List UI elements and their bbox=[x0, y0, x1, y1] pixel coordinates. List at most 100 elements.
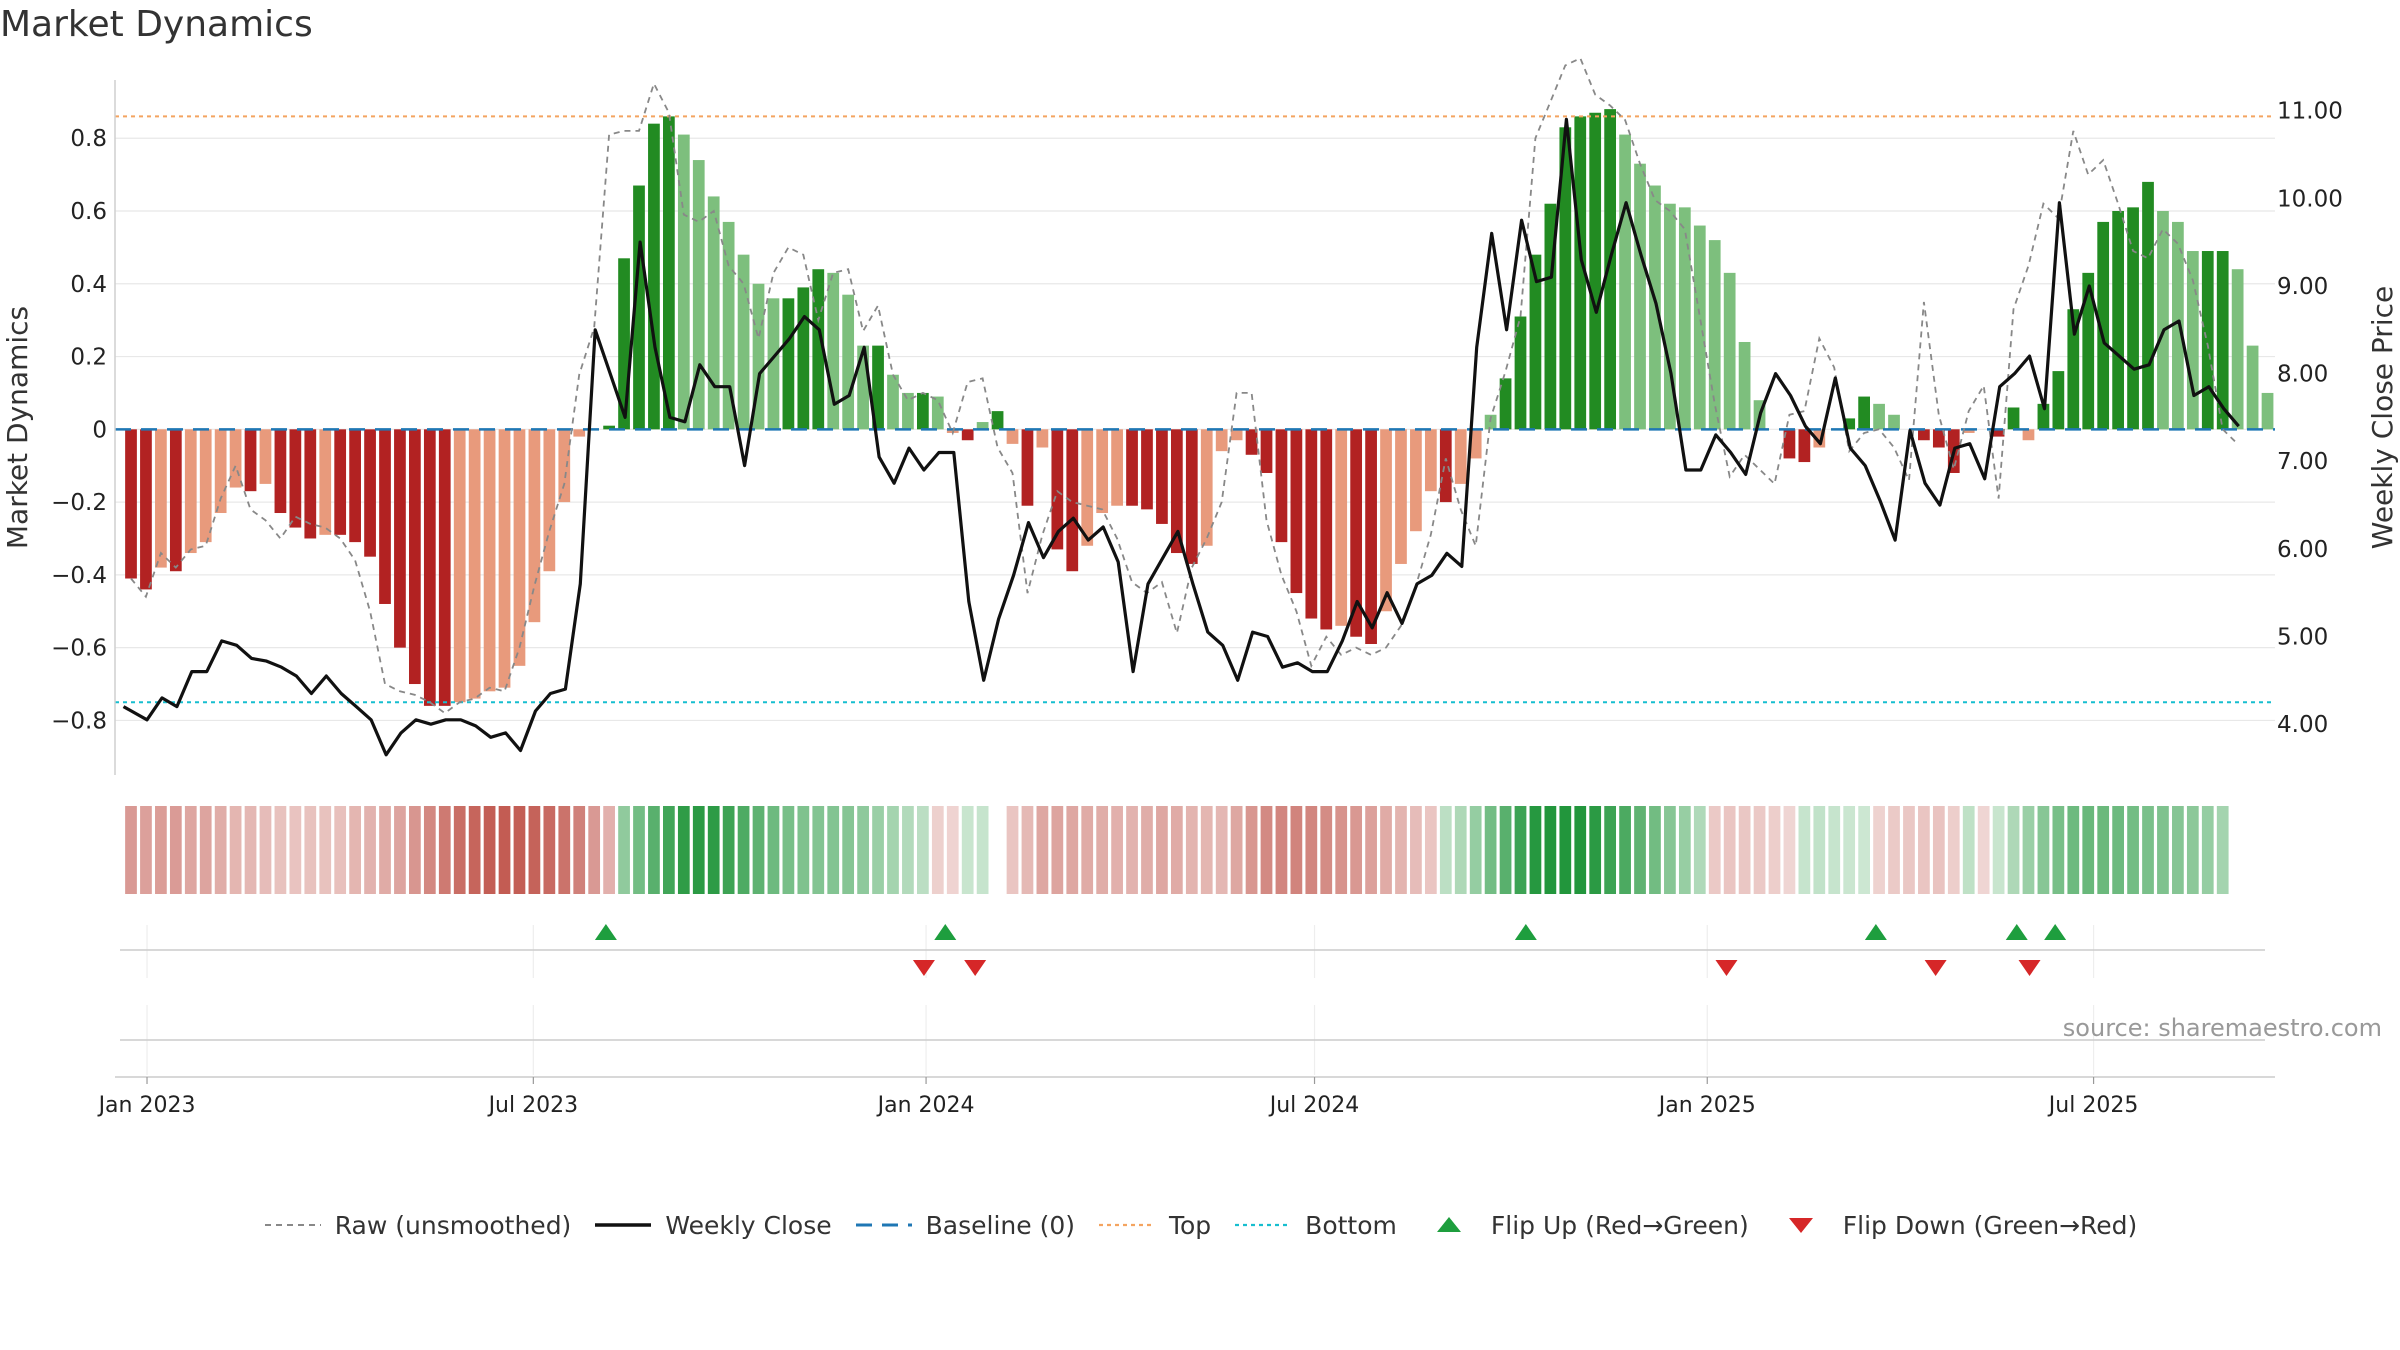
md-bar bbox=[1066, 429, 1079, 572]
md-bar bbox=[1410, 429, 1422, 532]
regime-cell bbox=[1126, 806, 1138, 894]
regime-cell bbox=[1664, 806, 1676, 894]
regime-cell bbox=[349, 806, 361, 894]
regime-cell bbox=[1798, 806, 1811, 894]
y-tick-label: 0.4 bbox=[70, 272, 107, 298]
regime-cell bbox=[1484, 806, 1497, 894]
flip-down-marker bbox=[912, 960, 935, 976]
legend-item-close: Weekly Close bbox=[593, 1210, 832, 1240]
regime-cell bbox=[1903, 806, 1915, 894]
regime-cell bbox=[2201, 806, 2214, 894]
y2-tick-label: 11.00 bbox=[2277, 99, 2343, 125]
regime-cell bbox=[1932, 806, 1945, 894]
md-bar bbox=[364, 429, 376, 557]
legend-label: Bottom bbox=[1305, 1210, 1397, 1240]
md-bar bbox=[1380, 429, 1392, 612]
md-bar bbox=[618, 258, 630, 430]
md-bar bbox=[1888, 414, 1900, 430]
regime-cell bbox=[394, 806, 406, 894]
y-axis-label: Market Dynamics bbox=[1, 306, 34, 549]
regime-cell bbox=[663, 806, 675, 894]
md-bar bbox=[2007, 407, 2020, 430]
regime-cell bbox=[722, 806, 735, 894]
regime-cell bbox=[1051, 806, 1064, 894]
regime-cell bbox=[946, 806, 959, 894]
md-bar bbox=[1529, 254, 1542, 430]
regime-cell bbox=[887, 806, 899, 894]
md-bar bbox=[394, 429, 406, 648]
md-bar bbox=[1544, 203, 1557, 430]
md-bar bbox=[349, 429, 361, 543]
md-bar bbox=[916, 392, 929, 430]
md-bar bbox=[573, 429, 586, 437]
md-bar bbox=[438, 429, 451, 706]
regime-cell bbox=[1439, 806, 1452, 894]
regime-cell bbox=[1335, 806, 1348, 894]
regime-cell bbox=[289, 806, 302, 894]
md-bar bbox=[1738, 341, 1751, 430]
regime-cell bbox=[1604, 806, 1617, 894]
md-bar bbox=[1350, 429, 1363, 637]
regime-cell bbox=[752, 806, 765, 894]
md-bar bbox=[2022, 429, 2035, 441]
md-bar bbox=[1096, 429, 1109, 514]
flip-down-marker bbox=[1924, 960, 1947, 976]
regime-cell bbox=[1170, 806, 1183, 894]
md-bar bbox=[155, 429, 167, 568]
regime-cell bbox=[1410, 806, 1422, 894]
regime-cell bbox=[1678, 806, 1691, 894]
y2-tick-label: 6.00 bbox=[2277, 537, 2328, 563]
regime-cell bbox=[1783, 806, 1796, 894]
bars-layer bbox=[125, 109, 2274, 706]
md-bar bbox=[1215, 429, 1228, 452]
md-bar bbox=[125, 429, 137, 579]
md-bar bbox=[184, 429, 197, 554]
regime-cell bbox=[1380, 806, 1392, 894]
md-bar bbox=[782, 298, 795, 430]
regime-cell bbox=[782, 806, 795, 894]
regime-cell bbox=[1320, 806, 1333, 894]
md-bar bbox=[842, 294, 855, 430]
md-bar bbox=[1036, 429, 1049, 448]
regime-cell bbox=[1499, 806, 1512, 894]
legend-label: Weekly Close bbox=[665, 1210, 832, 1240]
md-bar bbox=[1156, 429, 1168, 524]
regime-cell bbox=[453, 806, 466, 894]
close-swatch bbox=[595, 1223, 652, 1227]
md-bar bbox=[244, 429, 257, 492]
flip-markers bbox=[120, 924, 2265, 1075]
md-bar bbox=[169, 429, 182, 572]
md-bar bbox=[1469, 429, 1482, 459]
md-bar bbox=[1693, 225, 1706, 430]
md-bar bbox=[259, 429, 272, 484]
regime-cell bbox=[334, 806, 347, 894]
regime-cell bbox=[409, 806, 421, 894]
regime-cell bbox=[1693, 806, 1706, 894]
regime-strip bbox=[125, 806, 2229, 894]
regime-cell bbox=[1230, 806, 1243, 894]
chart: −0.8 −0.6 −0.4 −0.2 0 0.2 0.4 0.6 0.8 4.00 5.00 6.0… bbox=[1, 56, 2399, 1118]
flip-up-marker bbox=[934, 924, 957, 940]
md-bar bbox=[1335, 429, 1348, 626]
regime-cell bbox=[2022, 806, 2035, 894]
regime-cell bbox=[1858, 806, 1871, 894]
regime-cell bbox=[483, 806, 496, 894]
md-bar bbox=[140, 429, 152, 590]
md-bar bbox=[543, 429, 556, 572]
md-bar bbox=[2112, 210, 2124, 430]
md-bar bbox=[1245, 429, 1258, 455]
md-bar bbox=[2127, 207, 2139, 430]
regime-cell bbox=[1544, 806, 1557, 894]
regime-cell bbox=[2216, 806, 2229, 894]
regime-cell bbox=[1529, 806, 1542, 894]
axes-layer: −0.8 −0.6 −0.4 −0.2 0 0.2 0.4 0.6 0.8 4.00 5.00 6.0… bbox=[1, 80, 2399, 775]
legend-item-raw: Raw (unsmoothed) bbox=[263, 1211, 571, 1240]
md-bar bbox=[1634, 163, 1646, 430]
flip-up-marker bbox=[1864, 924, 1887, 940]
regime-cell bbox=[618, 806, 630, 894]
regime-cell bbox=[319, 806, 332, 894]
md-bar bbox=[752, 283, 765, 430]
y-tick-label: 0.2 bbox=[70, 345, 107, 371]
legend-item-flip-down: Flip Down (Green→Red) bbox=[1771, 1211, 2137, 1240]
regime-cell bbox=[543, 806, 556, 894]
